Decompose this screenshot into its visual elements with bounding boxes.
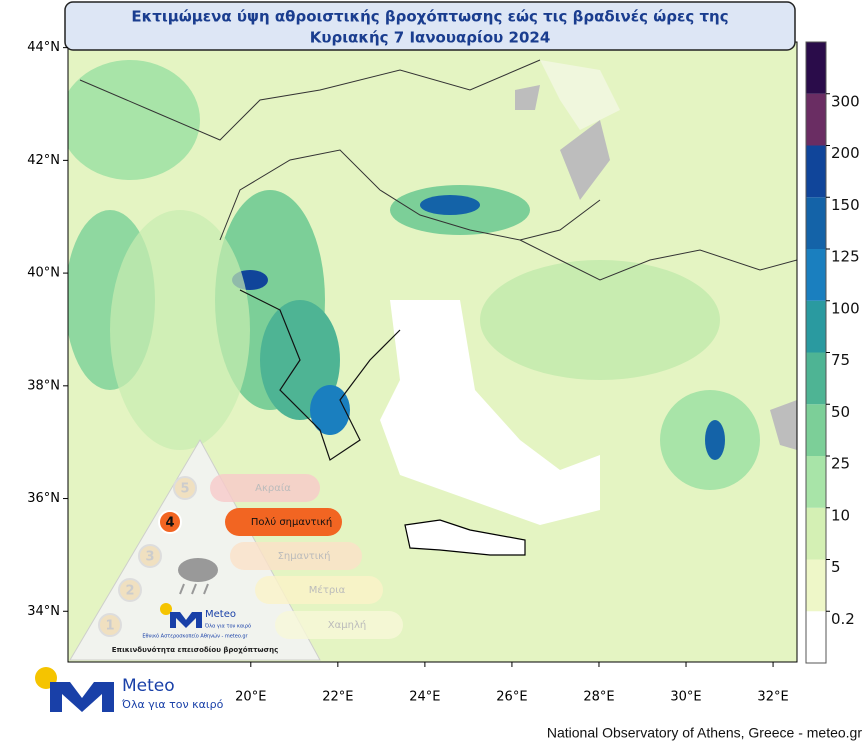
colorbar-bin <box>806 300 826 353</box>
rain-area <box>310 385 350 435</box>
x-tick-label: 22°E <box>322 690 353 705</box>
y-tick-label: 34°N <box>27 604 60 619</box>
logo: Meteo Όλα για τον καιρό <box>35 667 224 712</box>
colorbar-bin <box>806 404 826 456</box>
level-pill <box>275 611 403 639</box>
level-pill <box>225 508 342 536</box>
border-line <box>219 149 601 241</box>
rain-area <box>68 60 200 180</box>
level-number: 1 <box>105 619 114 634</box>
coast-line <box>239 289 401 461</box>
rain-cloud-icon <box>178 558 218 595</box>
colorbar: 0.2 5 10 25 50 75 100 125 150 200 300 <box>805 41 860 664</box>
sea-area <box>380 300 600 525</box>
colorbar-tick-label: 75 <box>831 351 850 369</box>
x-tick-label: 24°E <box>409 690 440 705</box>
colorbar-bin <box>806 42 826 94</box>
colorbar-tick-label: 300 <box>831 92 860 110</box>
logo-mark <box>50 682 114 712</box>
level-badge <box>138 544 162 568</box>
level-label: Μέτρια <box>309 584 346 596</box>
rain-area <box>420 195 480 215</box>
legend-institute: Εθνικό Αστεροσκοπείο Αθηνών - meteo.gr <box>142 633 248 640</box>
title-box <box>64 1 796 51</box>
x-tick-label: 32°E <box>757 690 788 705</box>
no-data-area <box>515 85 540 110</box>
colorbar-bin <box>806 559 826 612</box>
logo-slogan: Όλα για τον καιρό <box>121 698 224 711</box>
colorbar-bin <box>806 145 826 198</box>
level-pill <box>230 542 362 570</box>
x-tick-label: 26°E <box>496 690 527 705</box>
level-badge <box>158 510 182 534</box>
y-tick-label: 44°N <box>27 40 60 55</box>
level-pill <box>210 474 320 502</box>
colorbar-tick-label: 0.2 <box>831 610 855 628</box>
no-data-area <box>770 400 797 450</box>
level-pill <box>255 576 383 604</box>
colorbar-bin <box>806 456 826 508</box>
legend-caption: Επικινδυνότητα επεισοδίου βροχόπτωσης <box>112 646 278 654</box>
colorbar-bin <box>806 197 826 249</box>
level-badge <box>118 578 142 602</box>
level-label: Χαμηλή <box>328 619 366 631</box>
legend-brand: Meteo <box>205 609 236 620</box>
coast-line <box>519 239 797 281</box>
x-tick-label: 20°E <box>235 690 266 705</box>
level-label: Σημαντική <box>278 550 331 562</box>
level-label: Πολύ σημαντική <box>251 516 332 528</box>
level-badge <box>98 613 122 637</box>
rain-area <box>110 210 250 450</box>
level-number: 2 <box>125 584 134 599</box>
colorbar-tick-label: 150 <box>831 196 860 214</box>
level-number: 3 <box>145 550 154 565</box>
y-tick-label: 38°N <box>27 378 60 393</box>
level-number: 5 <box>180 482 189 497</box>
logo-brand: Meteo <box>122 676 175 696</box>
no-data-area <box>560 120 610 200</box>
colorbar-bin <box>806 611 826 663</box>
rain-area <box>705 420 725 460</box>
x-tick-label: 30°E <box>670 690 701 705</box>
title-line: Εκτιμώμενα ύψη αθροιστικής βροχόπτωσης ε… <box>131 8 728 26</box>
logo-mark <box>170 612 202 628</box>
sea-area <box>540 60 620 130</box>
x-tick-label: 28°E <box>583 690 614 705</box>
y-tick-label: 40°N <box>27 266 60 281</box>
rain-area <box>480 260 720 380</box>
legend-slogan: Όλα για τον καιρό <box>204 623 251 630</box>
colorbar-tick-label: 25 <box>831 455 850 473</box>
colorbar-tick-label: 200 <box>831 144 860 162</box>
footer: National Observatory of Athens, Greece -… <box>547 725 862 741</box>
colorbar-tick-label: 125 <box>831 248 860 266</box>
hazard-legend: Ακραία 5 Πολύ σημαντική 4 Σημαντική 3 Μέτρια 2 Χ… <box>69 438 403 661</box>
y-tick-label: 36°N <box>27 491 60 506</box>
colorbar-bin <box>806 507 826 560</box>
y-tick-label: 42°N <box>27 153 60 168</box>
border-line <box>79 59 541 141</box>
colorbar-tick-label: 5 <box>831 558 841 576</box>
logo-sun <box>160 603 172 615</box>
level-number: 4 <box>165 516 174 531</box>
title: Εκτιμώμενα ύψη αθροιστικής βροχόπτωσης ε… <box>131 8 728 47</box>
colorbar-tick-label: 100 <box>831 299 860 317</box>
colorbar-bin <box>806 249 826 301</box>
colorbar-tick-label: 10 <box>831 506 850 524</box>
level-label: Ακραία <box>255 482 291 494</box>
colorbar-tick-label: 50 <box>831 403 850 421</box>
level-badge <box>173 476 197 500</box>
island-outline <box>404 519 526 556</box>
colorbar-bin <box>806 352 826 405</box>
colorbar-bin <box>806 93 826 146</box>
title-line: Κυριακής 7 Ιανουαρίου 2024 <box>310 29 551 47</box>
